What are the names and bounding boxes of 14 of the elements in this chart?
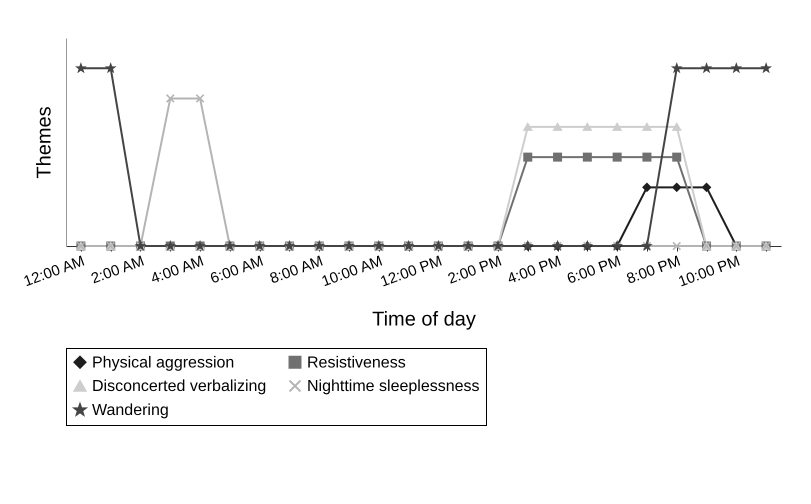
y-axis-title: Themes (34, 106, 56, 179)
legend-label: Resistiveness (307, 354, 406, 372)
x-tick-label: 4:00 AM (148, 252, 206, 288)
x-tick-label: 4:00 PM (505, 252, 564, 288)
x-axis-title: Time of day (372, 308, 476, 331)
x-tick-label: 2:00 PM (446, 252, 504, 288)
legend-label: Nighttime sleeplessness (307, 378, 480, 395)
x-tick-label: 2:00 AM (88, 252, 146, 288)
x-tick-label: 6:00 PM (564, 252, 624, 288)
legend-label: Physical aggression (92, 354, 234, 372)
legend-label: Wandering (92, 402, 169, 419)
x-tick-label: 12:00 AM (21, 252, 87, 290)
legend-label: Disconcerted verbalizing (92, 378, 266, 395)
x-tick-label: 6:00 AM (208, 252, 266, 288)
